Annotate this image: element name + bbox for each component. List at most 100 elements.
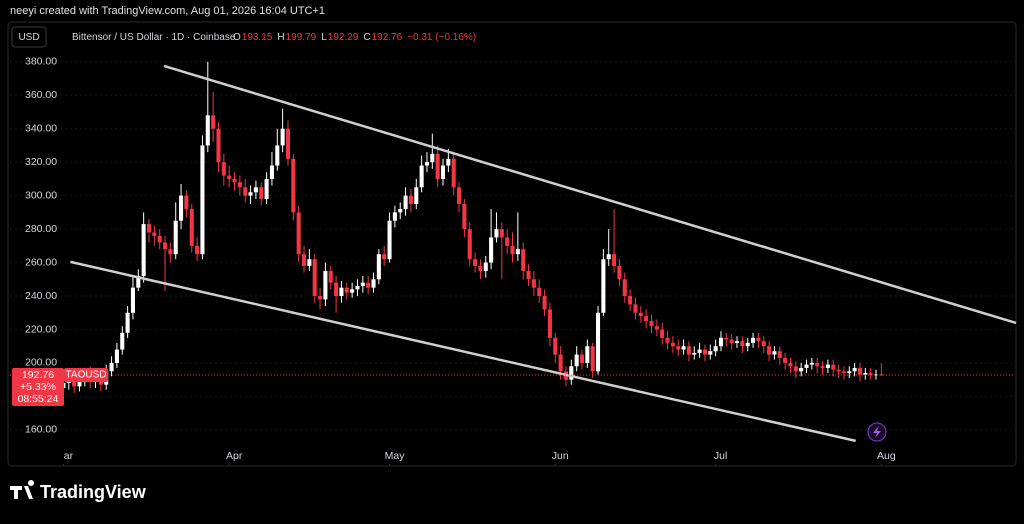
candle-body xyxy=(232,178,237,183)
candle-body xyxy=(670,342,675,347)
candle-body xyxy=(424,162,429,166)
candle-body xyxy=(585,346,590,363)
countdown-label: 08:55:24 xyxy=(18,393,59,405)
candle-body xyxy=(579,354,585,363)
candle-body xyxy=(804,364,809,368)
candle-body xyxy=(617,265,622,280)
candle-body xyxy=(451,158,456,188)
candle-body xyxy=(323,270,328,300)
candle-body xyxy=(831,364,836,370)
candle-body xyxy=(328,270,333,283)
candle-body xyxy=(414,187,419,205)
candle-body xyxy=(574,354,579,367)
candle-body xyxy=(681,346,686,350)
candle-body xyxy=(435,153,440,179)
y-tick-label: 320.00 xyxy=(25,156,57,168)
ohlc-key: O xyxy=(233,32,241,43)
x-tick-label: ar xyxy=(64,450,74,462)
candle-body xyxy=(767,346,772,355)
y-tick-label: 300.00 xyxy=(25,189,57,201)
candle-body xyxy=(740,341,745,347)
candle-body xyxy=(195,245,200,255)
candle-body xyxy=(157,235,162,243)
candle-body xyxy=(227,175,232,179)
candle-body xyxy=(462,204,467,230)
candle-body xyxy=(184,195,189,210)
brand: TradingView xyxy=(40,482,147,502)
candle-body xyxy=(403,195,408,210)
candle-body xyxy=(734,341,740,343)
candle-body xyxy=(109,362,114,372)
ohlc-key: C xyxy=(363,32,370,43)
candle-body xyxy=(644,316,649,322)
candle-body xyxy=(291,158,296,213)
y-tick-label: 220.00 xyxy=(25,323,57,335)
candle-body xyxy=(772,351,777,355)
candle-body xyxy=(280,128,285,146)
candle-body xyxy=(718,337,724,347)
candle-body xyxy=(312,259,317,297)
candle-body xyxy=(339,287,344,297)
candle-body xyxy=(371,279,376,288)
candle-body xyxy=(221,162,226,176)
candle-body xyxy=(788,362,793,367)
candle-body xyxy=(499,229,504,238)
candle-body xyxy=(868,372,873,375)
ohlc-key: H xyxy=(277,32,284,43)
candle-body xyxy=(606,254,611,260)
candle-body xyxy=(301,254,307,266)
candle-body xyxy=(211,115,216,129)
y-tick-label: 200.00 xyxy=(25,357,57,369)
x-tick-label: Aug xyxy=(877,450,896,462)
candle-body xyxy=(553,337,558,355)
candle-body xyxy=(419,165,424,188)
candle-body xyxy=(745,342,750,347)
plot: 160.00180.00200.00220.00240.00260.00280.… xyxy=(10,56,1017,466)
y-tick-label: 380.00 xyxy=(25,56,57,68)
candle-body xyxy=(686,346,691,355)
candle-body xyxy=(799,367,804,372)
x-tick-label: May xyxy=(385,450,406,462)
change-label: +5.33% xyxy=(20,381,56,393)
candle-body xyxy=(200,145,205,255)
candle-body xyxy=(622,279,627,297)
candle-body xyxy=(360,282,365,286)
candle-body xyxy=(146,224,152,233)
candle-body xyxy=(692,352,697,355)
candle-body xyxy=(382,254,387,260)
candle-body xyxy=(531,279,536,288)
trendline xyxy=(70,260,856,443)
candle-body xyxy=(708,351,713,355)
candle-body xyxy=(275,145,280,166)
flash-glyph xyxy=(873,426,881,438)
candle-body xyxy=(489,237,494,263)
x-tick-label: Jul xyxy=(714,450,727,462)
candle-body xyxy=(702,349,707,355)
candle-body xyxy=(398,209,403,213)
ohlc-value: 192.76 xyxy=(372,32,403,43)
candle-body xyxy=(857,367,863,375)
candle-body xyxy=(77,379,82,387)
candle-body xyxy=(355,285,360,290)
y-tick-label: 260.00 xyxy=(25,256,57,268)
symbol: Bittensor / US Dollar · 1D · Coinbase xyxy=(72,32,236,43)
candle-body xyxy=(173,220,178,255)
candle-body xyxy=(510,245,515,255)
ohlc-value: 199.79 xyxy=(286,32,317,43)
candle-body xyxy=(537,287,542,297)
candle-body xyxy=(243,187,248,196)
candle-body xyxy=(259,187,264,199)
candle-body xyxy=(815,362,820,367)
candle-body xyxy=(633,304,638,313)
candle-body xyxy=(366,282,371,288)
candle-body xyxy=(596,312,601,372)
candle-body xyxy=(125,312,130,333)
candle-body xyxy=(777,351,782,358)
candle-body xyxy=(660,329,665,338)
candle-body xyxy=(307,259,312,266)
candle-body xyxy=(350,289,355,293)
candle-body xyxy=(809,362,814,365)
candle-body xyxy=(852,367,857,372)
candle-body xyxy=(879,374,884,376)
candle-body xyxy=(440,165,446,179)
